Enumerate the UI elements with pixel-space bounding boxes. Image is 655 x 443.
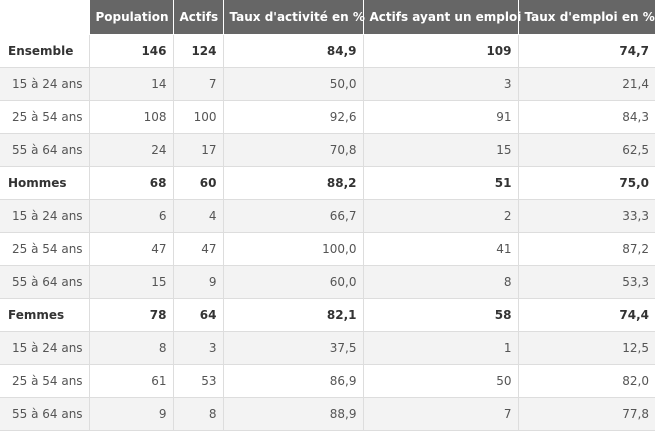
cell-taux-activite: 60,0 — [222, 265, 363, 299]
cell-taux-activite: 84,9 — [222, 34, 363, 68]
cell-actifs: 4 — [172, 199, 223, 233]
table-row: 55 à 64 ans 24 17 70,8 15 62,5 — [0, 133, 655, 167]
cell-taux-activite: 70,8 — [222, 133, 363, 167]
row-label: 15 à 24 ans — [0, 331, 89, 365]
cell-actifs: 100 — [172, 100, 223, 134]
cell-taux-activite: 50,0 — [222, 67, 363, 101]
row-label: 15 à 24 ans — [0, 199, 89, 233]
cell-taux-emploi: 12,5 — [517, 331, 655, 365]
cell-actifs: 53 — [172, 364, 223, 398]
cell-actifs: 47 — [172, 232, 223, 266]
cell-taux-emploi: 87,2 — [517, 232, 655, 266]
cell-taux-emploi: 74,7 — [517, 34, 655, 68]
row-label: 55 à 64 ans — [0, 397, 89, 431]
row-label: Ensemble — [0, 34, 89, 68]
row-label: 15 à 24 ans — [0, 67, 89, 101]
cell-taux-activite: 86,9 — [222, 364, 363, 398]
row-label: Femmes — [0, 298, 89, 332]
row-label: 55 à 64 ans — [0, 265, 89, 299]
row-label: 25 à 54 ans — [0, 364, 89, 398]
row-label: 55 à 64 ans — [0, 133, 89, 167]
cell-actifs-emploi: 51 — [362, 166, 518, 200]
cell-actifs-emploi: 109 — [362, 34, 518, 68]
table-group-row: Hommes 68 60 88,2 51 75,0 — [0, 166, 655, 200]
cell-taux-emploi: 75,0 — [517, 166, 655, 200]
employment-table: Population Actifs Taux d'activité en % A… — [0, 0, 655, 431]
row-label: 25 à 54 ans — [0, 232, 89, 266]
cell-population: 9 — [88, 397, 173, 431]
cell-population: 68 — [88, 166, 173, 200]
cell-taux-activite: 66,7 — [222, 199, 363, 233]
cell-actifs: 124 — [172, 34, 223, 68]
cell-actifs-emploi: 3 — [362, 67, 518, 101]
cell-taux-activite: 82,1 — [222, 298, 363, 332]
cell-population: 8 — [88, 331, 173, 365]
cell-taux-activite: 100,0 — [222, 232, 363, 266]
table-row: 15 à 24 ans 14 7 50,0 3 21,4 — [0, 67, 655, 101]
row-label: Hommes — [0, 166, 89, 200]
table-row: 15 à 24 ans 6 4 66,7 2 33,3 — [0, 199, 655, 233]
cell-taux-activite: 88,9 — [222, 397, 363, 431]
table-group-row: Ensemble 146 124 84,9 109 74,7 — [0, 34, 655, 68]
table-body: Ensemble 146 124 84,9 109 74,7 15 à 24 ans 14 7 5… — [0, 34, 655, 431]
cell-population: 146 — [88, 34, 173, 68]
cell-actifs: 3 — [172, 331, 223, 365]
cell-population: 24 — [88, 133, 173, 167]
cell-population: 108 — [88, 100, 173, 134]
cell-actifs-emploi: 41 — [362, 232, 518, 266]
cell-actifs: 60 — [172, 166, 223, 200]
cell-taux-emploi: 62,5 — [517, 133, 655, 167]
header-population: Population — [88, 0, 173, 35]
table-row: 15 à 24 ans 8 3 37,5 1 12,5 — [0, 331, 655, 365]
table-group-row: Femmes 78 64 82,1 58 74,4 — [0, 298, 655, 332]
table-row: 25 à 54 ans 61 53 86,9 50 82,0 — [0, 364, 655, 398]
cell-actifs-emploi: 15 — [362, 133, 518, 167]
header-taux-activite: Taux d'activité en % — [222, 0, 365, 35]
cell-actifs-emploi: 8 — [362, 265, 518, 299]
cell-actifs: 7 — [172, 67, 223, 101]
cell-actifs-emploi: 1 — [362, 331, 518, 365]
row-label: 25 à 54 ans — [0, 100, 89, 134]
header-row: Population Actifs Taux d'activité en % A… — [0, 0, 655, 35]
cell-taux-activite: 37,5 — [222, 331, 363, 365]
cell-population: 47 — [88, 232, 173, 266]
header-taux-emploi: Taux d'emploi en % — [517, 0, 655, 35]
table-row: 25 à 54 ans 108 100 92,6 91 84,3 — [0, 100, 655, 134]
cell-actifs-emploi: 7 — [362, 397, 518, 431]
cell-taux-activite: 92,6 — [222, 100, 363, 134]
cell-actifs-emploi: 50 — [362, 364, 518, 398]
cell-population: 61 — [88, 364, 173, 398]
table-row: 55 à 64 ans 9 8 88,9 7 77,8 — [0, 397, 655, 431]
cell-taux-emploi: 84,3 — [517, 100, 655, 134]
table-row: 25 à 54 ans 47 47 100,0 41 87,2 — [0, 232, 655, 266]
cell-population: 14 — [88, 67, 173, 101]
header-corner — [0, 0, 89, 35]
cell-actifs: 8 — [172, 397, 223, 431]
cell-actifs-emploi: 2 — [362, 199, 518, 233]
cell-population: 78 — [88, 298, 173, 332]
cell-population: 15 — [88, 265, 173, 299]
header-actifs: Actifs — [172, 0, 223, 35]
cell-taux-emploi: 53,3 — [517, 265, 655, 299]
cell-taux-emploi: 33,3 — [517, 199, 655, 233]
cell-actifs-emploi: 58 — [362, 298, 518, 332]
header-actifs-emploi: Actifs ayant un emploi — [362, 0, 521, 35]
cell-taux-emploi: 74,4 — [517, 298, 655, 332]
cell-taux-emploi: 21,4 — [517, 67, 655, 101]
cell-taux-emploi: 82,0 — [517, 364, 655, 398]
cell-population: 6 — [88, 199, 173, 233]
cell-taux-emploi: 77,8 — [517, 397, 655, 431]
cell-actifs-emploi: 91 — [362, 100, 518, 134]
cell-actifs: 17 — [172, 133, 223, 167]
table-row: 55 à 64 ans 15 9 60,0 8 53,3 — [0, 265, 655, 299]
cell-taux-activite: 88,2 — [222, 166, 363, 200]
cell-actifs: 9 — [172, 265, 223, 299]
cell-actifs: 64 — [172, 298, 223, 332]
